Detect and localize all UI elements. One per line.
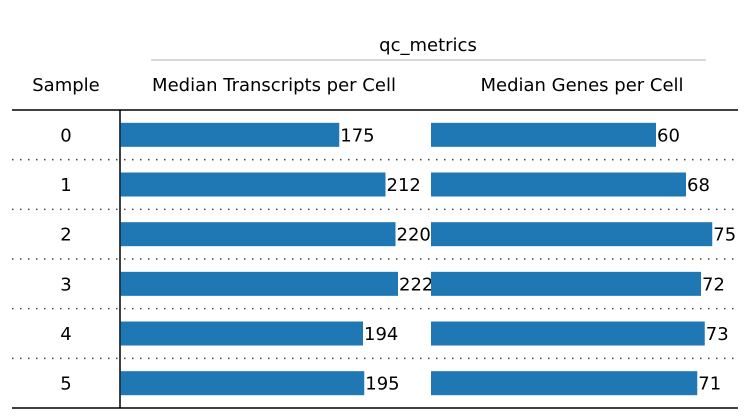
bar-genes-sample-5 bbox=[431, 371, 698, 396]
bar-transcripts-sample-1 bbox=[120, 172, 386, 197]
bar-transcripts-sample-2 bbox=[120, 222, 396, 247]
bar-genes-sample-1 bbox=[431, 172, 686, 197]
bar-genes-sample-4 bbox=[431, 321, 705, 346]
value-label-genes-sample-3: 72 bbox=[702, 274, 725, 295]
value-label-transcripts-sample-4: 194 bbox=[364, 324, 398, 345]
value-label-genes-sample-5: 71 bbox=[698, 374, 721, 395]
value-label-transcripts-sample-5: 195 bbox=[365, 374, 399, 395]
row-header-label: Sample bbox=[32, 75, 100, 96]
value-label-genes-sample-4: 73 bbox=[706, 324, 729, 345]
column-header-genes: Median Genes per Cell bbox=[480, 75, 683, 96]
column-header-transcripts: Median Transcripts per Cell bbox=[152, 75, 396, 96]
bar-genes-sample-0 bbox=[431, 122, 656, 147]
row-label-4: 4 bbox=[60, 324, 71, 345]
value-label-transcripts-sample-2: 220 bbox=[397, 225, 431, 246]
row-label-5: 5 bbox=[60, 374, 71, 395]
row-label-3: 3 bbox=[60, 274, 71, 295]
value-label-transcripts-sample-0: 175 bbox=[340, 125, 374, 146]
bar-transcripts-sample-5 bbox=[120, 371, 365, 396]
bar-transcripts-sample-3 bbox=[120, 271, 398, 296]
bar-transcripts-sample-4 bbox=[120, 321, 363, 346]
row-label-1: 1 bbox=[60, 175, 71, 196]
value-label-transcripts-sample-1: 212 bbox=[387, 175, 421, 196]
bar-transcripts-sample-0 bbox=[120, 122, 340, 147]
row-label-0: 0 bbox=[60, 125, 71, 146]
group-label: qc_metrics bbox=[379, 35, 477, 56]
table-body: 0 175 60 1 212 68 2 220 75 3 222 72 4 194 73 5 195 71 bbox=[12, 122, 738, 396]
bar-genes-sample-3 bbox=[431, 271, 701, 296]
row-label-2: 2 bbox=[60, 225, 71, 246]
value-label-genes-sample-1: 68 bbox=[687, 175, 710, 196]
bar-genes-sample-2 bbox=[431, 222, 713, 247]
value-label-transcripts-sample-3: 222 bbox=[399, 274, 433, 295]
value-label-genes-sample-2: 75 bbox=[713, 225, 736, 246]
value-label-genes-sample-0: 60 bbox=[657, 125, 680, 146]
